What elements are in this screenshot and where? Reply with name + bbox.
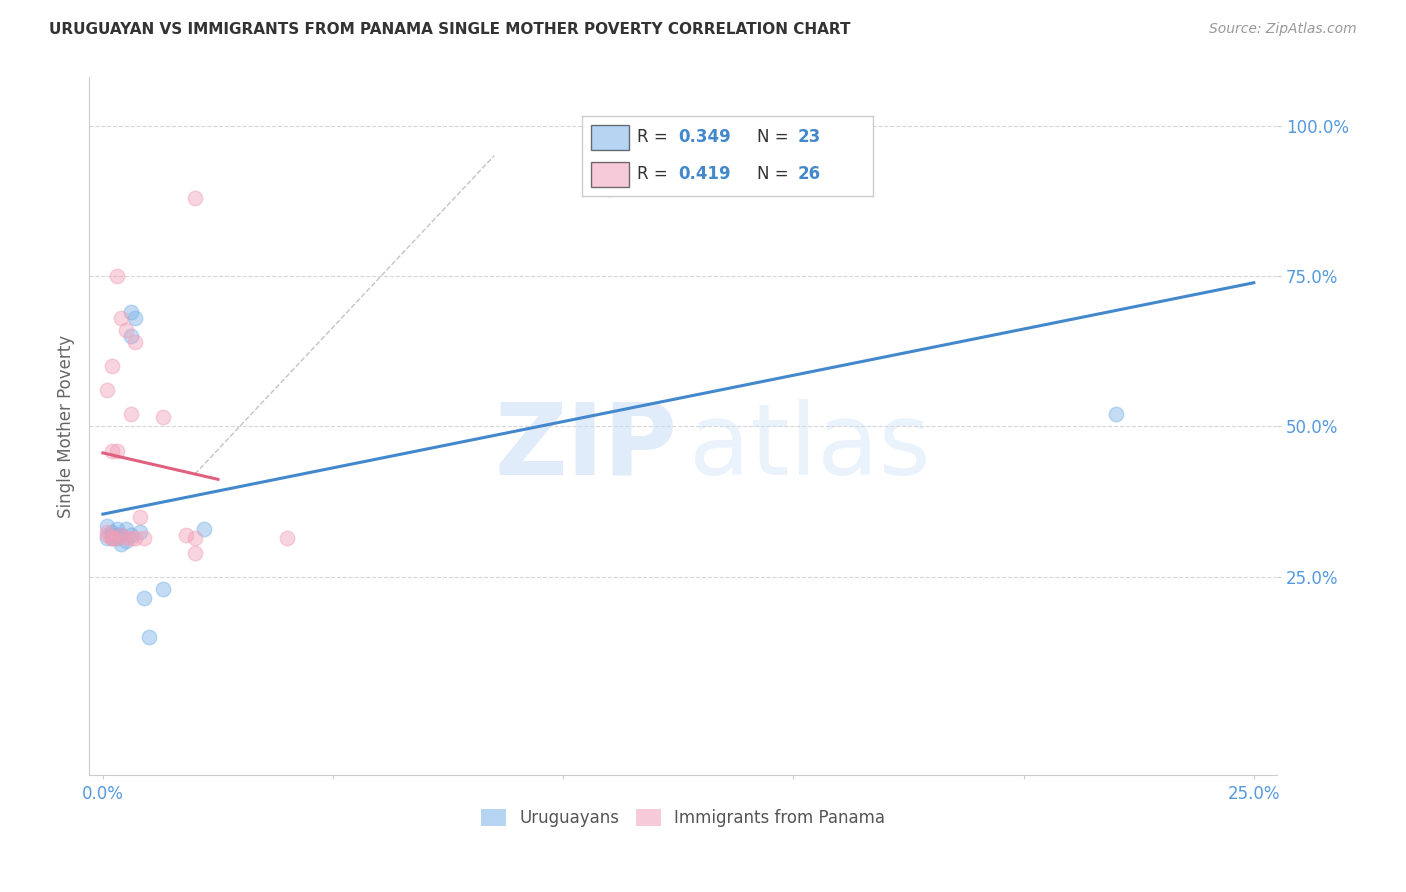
Point <box>105 528 128 542</box>
Point <box>115 531 138 545</box>
Point <box>105 522 128 536</box>
Point <box>115 522 138 536</box>
Point <box>184 546 207 560</box>
Point <box>96 528 118 542</box>
Point <box>152 582 174 596</box>
Point <box>101 531 124 545</box>
Point <box>134 591 156 605</box>
Y-axis label: Single Mother Poverty: Single Mother Poverty <box>58 334 75 518</box>
Point <box>128 509 150 524</box>
Point <box>105 268 128 283</box>
Point <box>101 524 124 539</box>
Point <box>598 182 620 196</box>
Point <box>101 443 124 458</box>
Point <box>96 518 118 533</box>
Legend: Uruguayans, Immigrants from Panama: Uruguayans, Immigrants from Panama <box>474 802 891 833</box>
Point <box>96 524 118 539</box>
Point <box>105 443 128 458</box>
Point <box>101 359 124 374</box>
Point <box>120 408 142 422</box>
Point <box>105 531 128 545</box>
Point <box>128 524 150 539</box>
Point <box>101 531 124 545</box>
Point <box>1105 408 1128 422</box>
Point <box>110 528 132 542</box>
Point <box>276 531 298 545</box>
Point <box>101 528 124 542</box>
Point <box>138 630 160 644</box>
Point <box>101 531 124 545</box>
Point <box>115 533 138 548</box>
Point <box>174 528 197 542</box>
Text: URUGUAYAN VS IMMIGRANTS FROM PANAMA SINGLE MOTHER POVERTY CORRELATION CHART: URUGUAYAN VS IMMIGRANTS FROM PANAMA SING… <box>49 22 851 37</box>
Point <box>120 531 142 545</box>
Point <box>124 531 146 545</box>
Point <box>193 522 215 536</box>
Point <box>184 531 207 545</box>
Point <box>96 531 118 545</box>
Point <box>110 528 132 542</box>
Point <box>124 311 146 326</box>
Point <box>120 528 142 542</box>
Text: ZIP: ZIP <box>494 399 678 496</box>
Point <box>134 531 156 545</box>
Text: atlas: atlas <box>689 399 931 496</box>
Point <box>124 335 146 350</box>
Text: Source: ZipAtlas.com: Source: ZipAtlas.com <box>1209 22 1357 37</box>
Point <box>152 410 174 425</box>
Point <box>184 191 207 205</box>
Point <box>110 311 132 326</box>
Point <box>96 384 118 398</box>
Point <box>115 323 138 337</box>
Point <box>110 537 132 551</box>
Point <box>120 329 142 343</box>
Point <box>120 305 142 319</box>
Point <box>105 531 128 545</box>
